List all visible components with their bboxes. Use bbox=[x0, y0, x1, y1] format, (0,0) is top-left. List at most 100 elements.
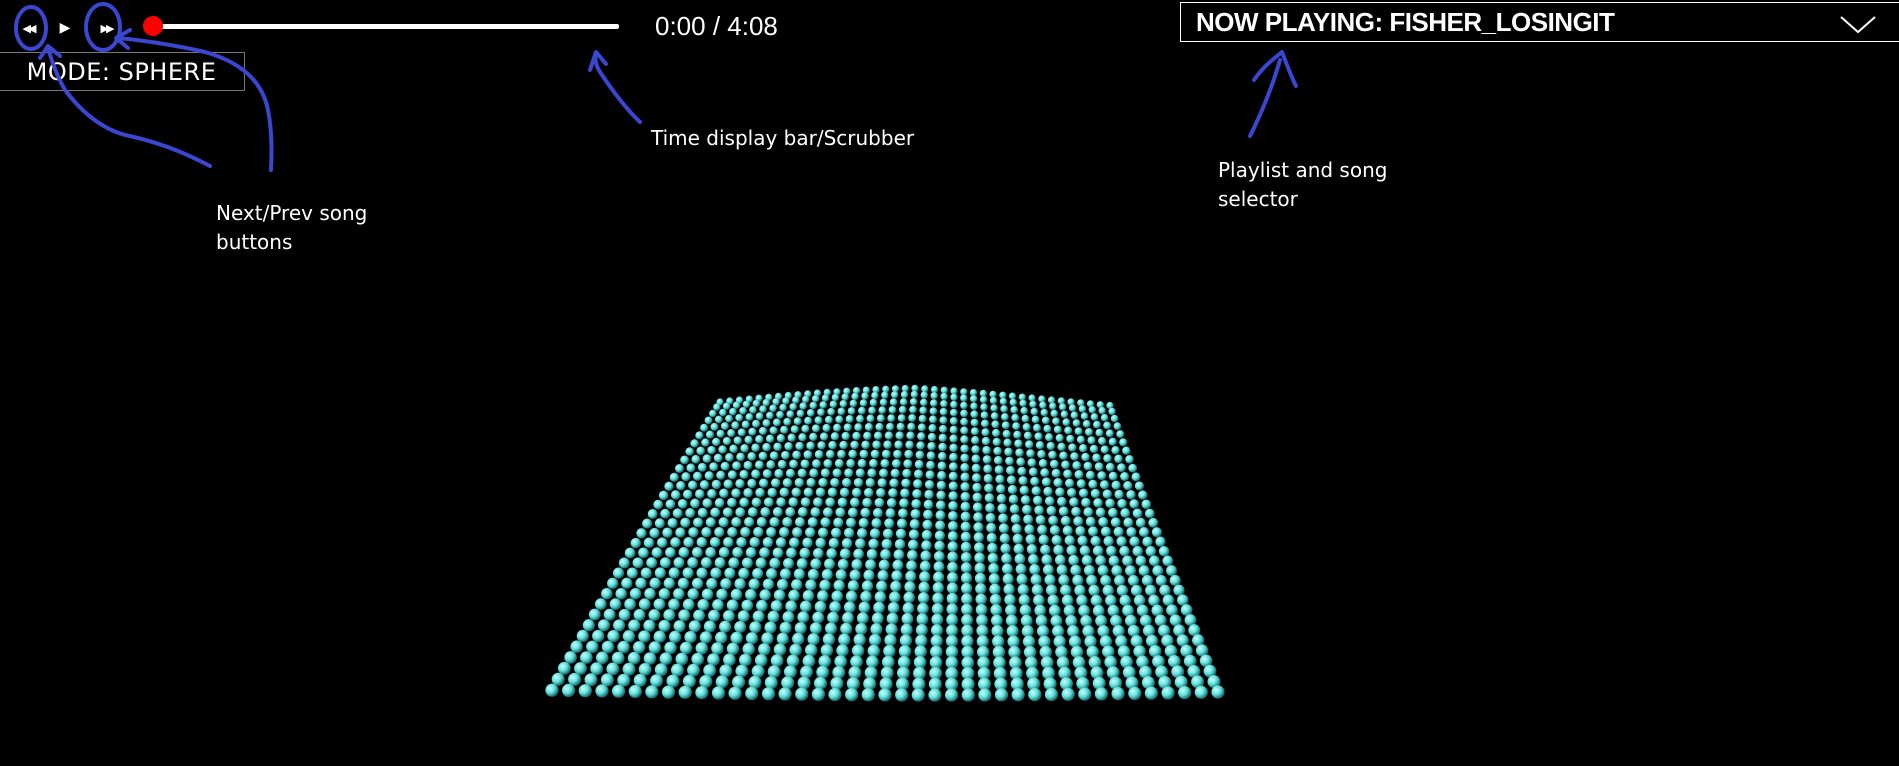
particle bbox=[988, 563, 1000, 574]
particle bbox=[817, 590, 829, 602]
particle bbox=[707, 488, 717, 499]
particle bbox=[1092, 676, 1106, 690]
particle bbox=[1049, 402, 1057, 410]
particle bbox=[853, 633, 866, 646]
mode-label: MODE: SPHERE bbox=[26, 57, 217, 86]
particle bbox=[764, 621, 777, 634]
particle bbox=[921, 529, 933, 541]
particle bbox=[1138, 490, 1148, 500]
particle bbox=[748, 427, 757, 436]
particle bbox=[910, 390, 919, 399]
particle bbox=[1103, 454, 1112, 463]
particle bbox=[699, 480, 710, 490]
particle bbox=[890, 580, 902, 593]
next-song-button[interactable]: ▶▶ bbox=[94, 16, 118, 40]
particle bbox=[675, 464, 684, 473]
particle bbox=[1148, 644, 1162, 658]
particle bbox=[1077, 399, 1085, 407]
particle bbox=[971, 454, 981, 464]
particle bbox=[950, 387, 958, 395]
particle bbox=[817, 441, 826, 450]
particle bbox=[755, 487, 765, 498]
particle bbox=[1103, 421, 1111, 430]
particle bbox=[896, 666, 910, 680]
particle bbox=[568, 672, 582, 686]
particle bbox=[755, 557, 767, 569]
particle bbox=[658, 619, 671, 632]
particle bbox=[875, 422, 884, 431]
particle bbox=[645, 685, 659, 699]
particle bbox=[839, 440, 848, 450]
particle bbox=[1053, 425, 1062, 434]
playlist-song-selector[interactable]: NOW PLAYING: FISHER_LOSINGIT bbox=[1180, 2, 1899, 42]
particle bbox=[878, 406, 887, 414]
particle bbox=[1058, 574, 1070, 586]
particle bbox=[700, 557, 712, 569]
particle bbox=[785, 600, 798, 613]
particle bbox=[987, 552, 999, 564]
particle bbox=[809, 432, 818, 442]
particle bbox=[990, 412, 999, 420]
particle bbox=[934, 530, 946, 541]
particle bbox=[705, 547, 717, 558]
particle bbox=[789, 459, 799, 469]
particle bbox=[780, 425, 789, 434]
particle bbox=[1002, 573, 1014, 585]
particle bbox=[1093, 420, 1101, 429]
particle bbox=[971, 436, 980, 445]
particle bbox=[1090, 488, 1101, 499]
particle bbox=[765, 393, 773, 401]
particle bbox=[1020, 614, 1033, 627]
particle bbox=[1093, 498, 1103, 508]
particle bbox=[851, 487, 862, 498]
particle bbox=[633, 673, 647, 687]
particle bbox=[754, 653, 768, 667]
particle bbox=[830, 676, 844, 690]
play-button[interactable]: ▶ bbox=[53, 16, 77, 40]
particle bbox=[975, 583, 987, 595]
particle bbox=[929, 415, 937, 424]
particle bbox=[1114, 489, 1124, 500]
mode-selector[interactable]: MODE: SPHERE bbox=[0, 52, 245, 91]
particle bbox=[976, 624, 989, 637]
particle bbox=[970, 402, 978, 410]
particle bbox=[887, 601, 900, 614]
chevron-down-icon[interactable] bbox=[1839, 14, 1877, 34]
particle bbox=[745, 588, 757, 601]
prev-song-button[interactable]: ◀◀ bbox=[16, 16, 40, 40]
particle bbox=[1040, 656, 1054, 669]
particle bbox=[772, 547, 784, 559]
particle bbox=[996, 484, 1006, 494]
particle bbox=[1016, 457, 1026, 467]
particle bbox=[831, 590, 843, 602]
particle bbox=[1211, 685, 1225, 699]
particle bbox=[737, 428, 746, 437]
particle bbox=[911, 688, 925, 702]
particle bbox=[1139, 614, 1152, 627]
particle bbox=[900, 390, 909, 399]
particle bbox=[697, 462, 707, 472]
particle bbox=[1117, 498, 1127, 509]
particle bbox=[668, 567, 680, 579]
particle bbox=[1088, 526, 1099, 537]
scrubber-handle[interactable] bbox=[143, 16, 163, 36]
time-scrubber[interactable] bbox=[143, 16, 619, 36]
particle bbox=[1018, 393, 1026, 401]
particle bbox=[804, 390, 812, 398]
time-display: 0:00 / 4:08 bbox=[655, 11, 778, 41]
particle bbox=[864, 666, 878, 680]
particle bbox=[1078, 405, 1087, 413]
particle bbox=[714, 526, 725, 538]
particle bbox=[992, 437, 1001, 447]
particle bbox=[1086, 574, 1098, 586]
particle bbox=[749, 621, 762, 634]
particle bbox=[809, 401, 818, 410]
particle bbox=[1119, 438, 1128, 447]
particle bbox=[1111, 687, 1125, 701]
particle bbox=[923, 509, 933, 520]
particle bbox=[948, 471, 958, 481]
particle bbox=[761, 687, 776, 701]
particle bbox=[743, 488, 753, 498]
particle bbox=[752, 399, 760, 408]
particle bbox=[724, 567, 736, 579]
